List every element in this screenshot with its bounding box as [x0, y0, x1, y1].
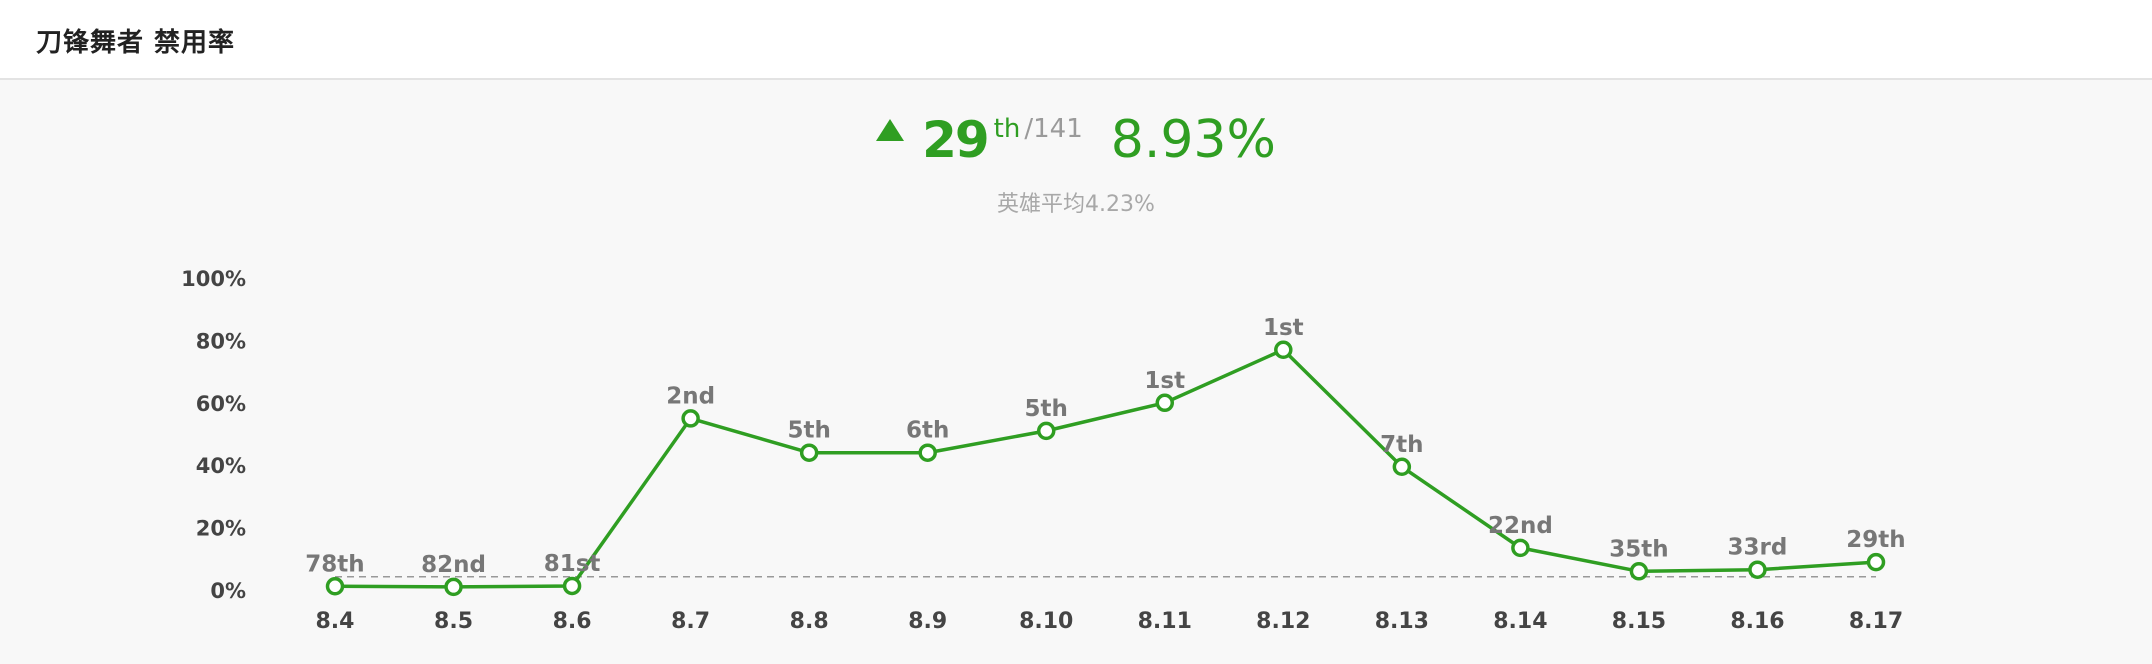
x-tick-label: 8.7: [671, 609, 710, 634]
data-label: 7th: [1380, 432, 1423, 458]
x-tick-label: 8.14: [1493, 609, 1547, 634]
x-tick-label: 8.9: [908, 609, 947, 634]
y-tick-label: 100%: [181, 267, 246, 291]
hero-average: 英雄平均4.23%: [997, 192, 1155, 217]
data-point: [1155, 393, 1175, 413]
data-label: 35th: [1609, 536, 1668, 562]
data-label: 6th: [906, 418, 949, 444]
data-point: [799, 443, 819, 462]
data-label: 29th: [1846, 527, 1905, 553]
x-tick-label: 8.10: [1019, 609, 1073, 634]
data-point: [444, 577, 463, 597]
data-point: [1748, 560, 1767, 579]
data-point: [1036, 421, 1056, 441]
y-tick-label: 40%: [196, 454, 246, 478]
data-label: 78th: [305, 551, 364, 577]
x-tick-label: 8.13: [1375, 609, 1429, 634]
data-label: 1st: [1263, 315, 1304, 341]
rank-suffix: th: [993, 114, 1021, 144]
page-header: 刀锋舞者 禁用率: [0, 0, 2152, 80]
page-title: 刀锋舞者 禁用率: [36, 28, 236, 58]
data-label: 5th: [1025, 396, 1068, 422]
data-label: 22nd: [1488, 513, 1553, 539]
data-point: [1629, 562, 1649, 581]
data-point: [1392, 457, 1412, 477]
data-point: [918, 443, 937, 462]
y-tick-label: 20%: [196, 517, 246, 541]
data-label: 81st: [544, 551, 601, 577]
data-label: 33rd: [1728, 535, 1788, 561]
current-rank: 29: [922, 111, 990, 169]
data-label: 1st: [1144, 368, 1185, 394]
data-point: [681, 409, 700, 428]
series-line: [334, 348, 1877, 589]
data-label: 2nd: [666, 383, 715, 409]
y-tick-label: 80%: [196, 329, 246, 353]
data-label: 82nd: [421, 552, 486, 578]
x-tick-label: 8.16: [1730, 609, 1784, 634]
y-tick-label: 60%: [196, 392, 246, 416]
x-tick-label: 8.8: [790, 609, 829, 634]
y-tick-label: 0%: [210, 579, 246, 603]
rank-total: /141: [1024, 114, 1083, 144]
x-tick-label: 8.15: [1612, 609, 1666, 634]
data-point: [562, 576, 582, 596]
x-tick-label: 8.17: [1849, 609, 1903, 634]
data-point: [1511, 538, 1530, 558]
ban-rate: 8.93%: [1110, 110, 1276, 170]
data-point: [325, 577, 345, 596]
data-point: [1274, 340, 1293, 360]
data-label: 5th: [787, 418, 830, 444]
x-tick-label: 8.5: [434, 609, 473, 634]
data-point: [1866, 552, 1886, 572]
x-tick-label: 8.6: [553, 609, 592, 634]
trend-up-arrow-icon: [876, 119, 905, 141]
x-tick-label: 8.4: [316, 609, 355, 634]
x-tick-label: 8.12: [1256, 609, 1310, 634]
x-tick-label: 8.11: [1138, 609, 1192, 634]
